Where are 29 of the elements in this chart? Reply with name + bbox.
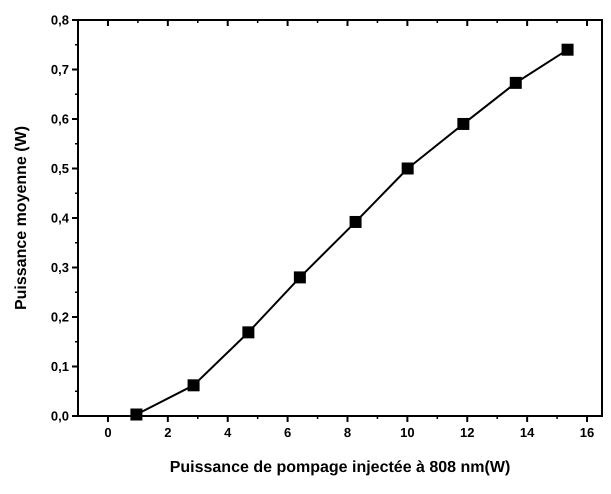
point — [294, 271, 306, 284]
x-tick-label: 4 — [224, 425, 232, 440]
y-tick-label: 0,3 — [50, 260, 69, 276]
x-tick-label: 6 — [284, 425, 292, 440]
y-tick-label: 0,4 — [50, 210, 70, 226]
y-tick-label: 0,5 — [50, 161, 69, 176]
point — [188, 379, 200, 392]
point — [457, 118, 470, 130]
x-tick-label: 8 — [344, 425, 352, 440]
y-axis-title: Puissance moyenne (W) — [13, 126, 30, 310]
point — [402, 162, 414, 174]
x-tick-label: 12 — [460, 425, 474, 440]
y-tick-label: 0,1 — [50, 359, 69, 374]
point — [130, 408, 142, 421]
y-tick-label: 0,2 — [50, 310, 69, 325]
y-tick-label: 0,6 — [50, 112, 69, 127]
y-tick-label: 0,7 — [50, 62, 69, 78]
point — [350, 216, 362, 228]
x-tick-label: 2 — [164, 425, 172, 440]
x-tick-label: 10 — [400, 425, 415, 440]
x-tick-label: 0 — [104, 425, 112, 440]
y-tick-label: 0,0 — [50, 408, 69, 424]
y-tick-label: 0,8 — [50, 12, 69, 28]
x-tick-label: 14 — [520, 425, 536, 440]
x-axis-title: Puissance de pompage injectée à 808 nm(W) — [170, 459, 510, 476]
point — [242, 326, 254, 338]
point — [510, 76, 522, 89]
x-tick-label: 16 — [580, 425, 594, 440]
point — [562, 44, 574, 56]
